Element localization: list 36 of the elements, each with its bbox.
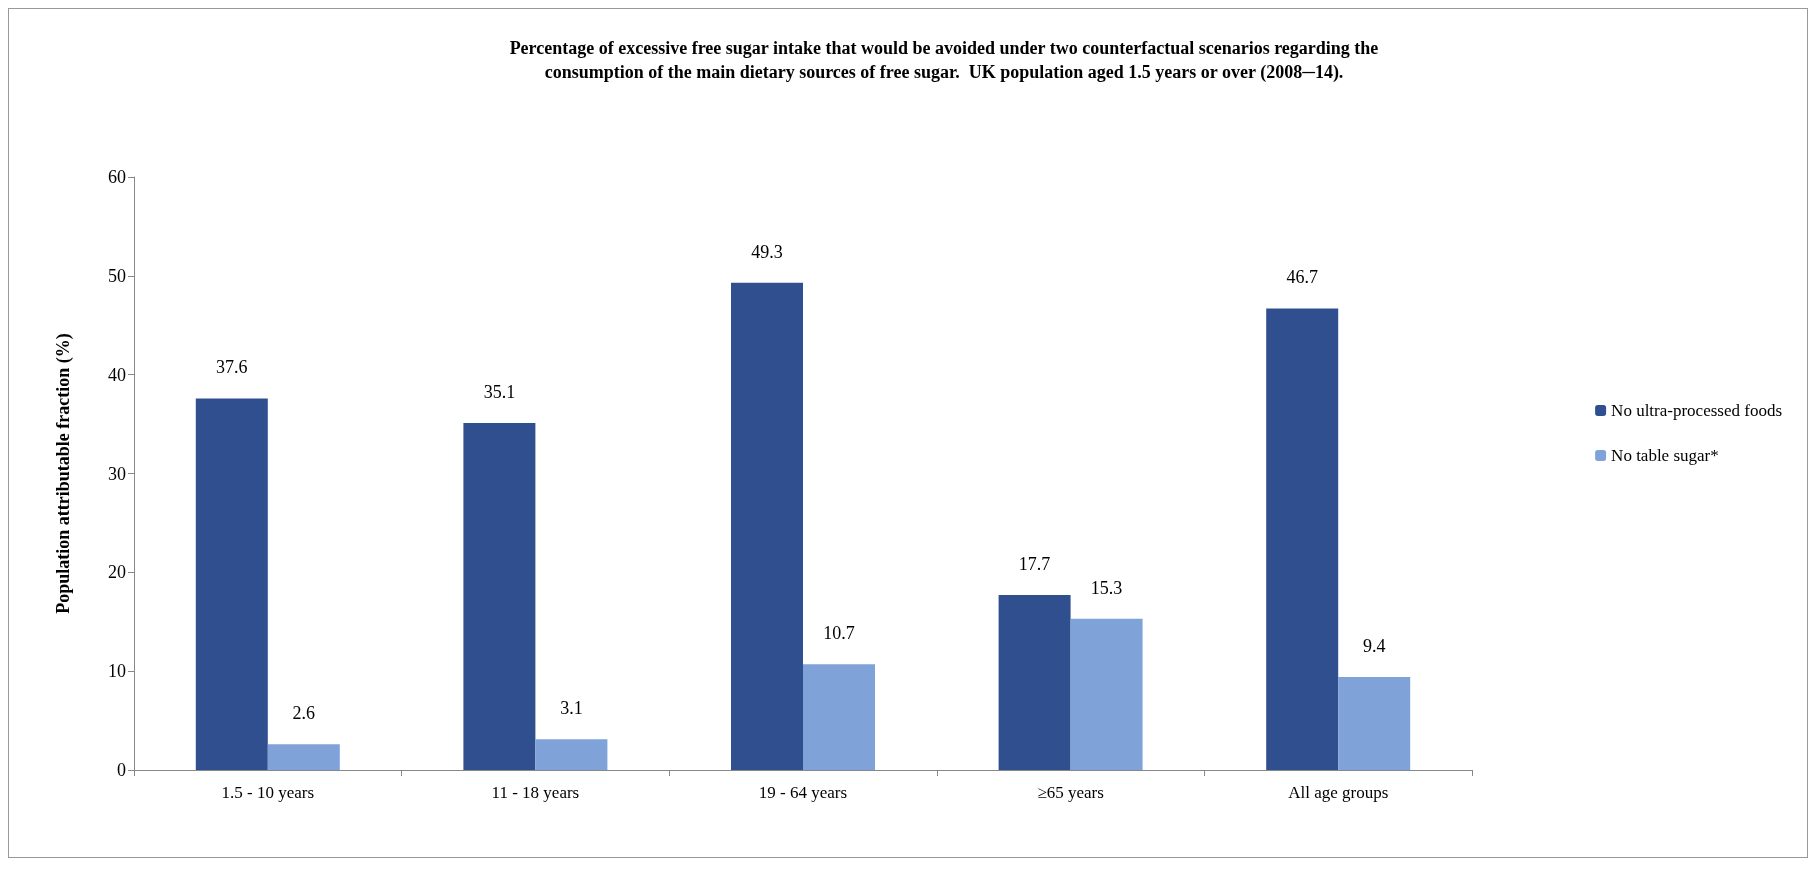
- y-tick-label: 10: [108, 661, 126, 682]
- data-label: 10.7: [823, 623, 855, 644]
- data-label: 15.3: [1090, 577, 1123, 598]
- x-tick-label: All age groups: [1288, 783, 1389, 802]
- x-tick-label: 1.5 - 10 years: [221, 783, 315, 802]
- legend-label: No ultra-processed foods: [1611, 401, 1783, 420]
- y-tick-label: 60: [108, 167, 126, 187]
- x-tick-label: 11 - 18 years: [491, 783, 580, 802]
- data-label: 46.7: [1286, 267, 1318, 288]
- bar: [195, 398, 268, 770]
- bar: [267, 744, 340, 770]
- y-tick-label: 40: [108, 364, 126, 385]
- chart-title: Percentage of excessive free sugar intake that would be avoided under two counterfactual scenarios regarding the consumption of the main dietary sources of free sugar. UK population aged 1.5 years or over (2008─14).: [509, 38, 1379, 83]
- data-label: 49.3: [751, 241, 783, 262]
- bar: [731, 282, 803, 770]
- y-tick-label: 30: [108, 463, 126, 484]
- bar: [463, 423, 536, 770]
- x-tick-label: ≥65 years: [1037, 783, 1104, 802]
- y-tick-label: 50: [108, 265, 126, 286]
- bar: [803, 664, 875, 770]
- data-label: 37.6: [216, 357, 248, 378]
- bar: [1338, 677, 1411, 770]
- data-label: 35.1: [483, 382, 516, 403]
- data-label: 3.1: [560, 698, 583, 719]
- bar: [1266, 308, 1339, 770]
- y-axis-title: Population attributable fraction (%): [53, 333, 74, 614]
- x-tick-label: 19 - 64 years: [758, 783, 848, 802]
- data-label: 17.7: [1018, 554, 1051, 575]
- bar: [1070, 618, 1143, 770]
- bar: [998, 595, 1071, 770]
- data-label: 2.6: [292, 703, 316, 724]
- bar: [535, 739, 608, 770]
- data-label: 9.4: [1362, 636, 1386, 657]
- legend-label: No table sugar*: [1611, 446, 1719, 465]
- y-tick-label: 20: [108, 562, 126, 583]
- y-tick-label: 0: [117, 760, 126, 780]
